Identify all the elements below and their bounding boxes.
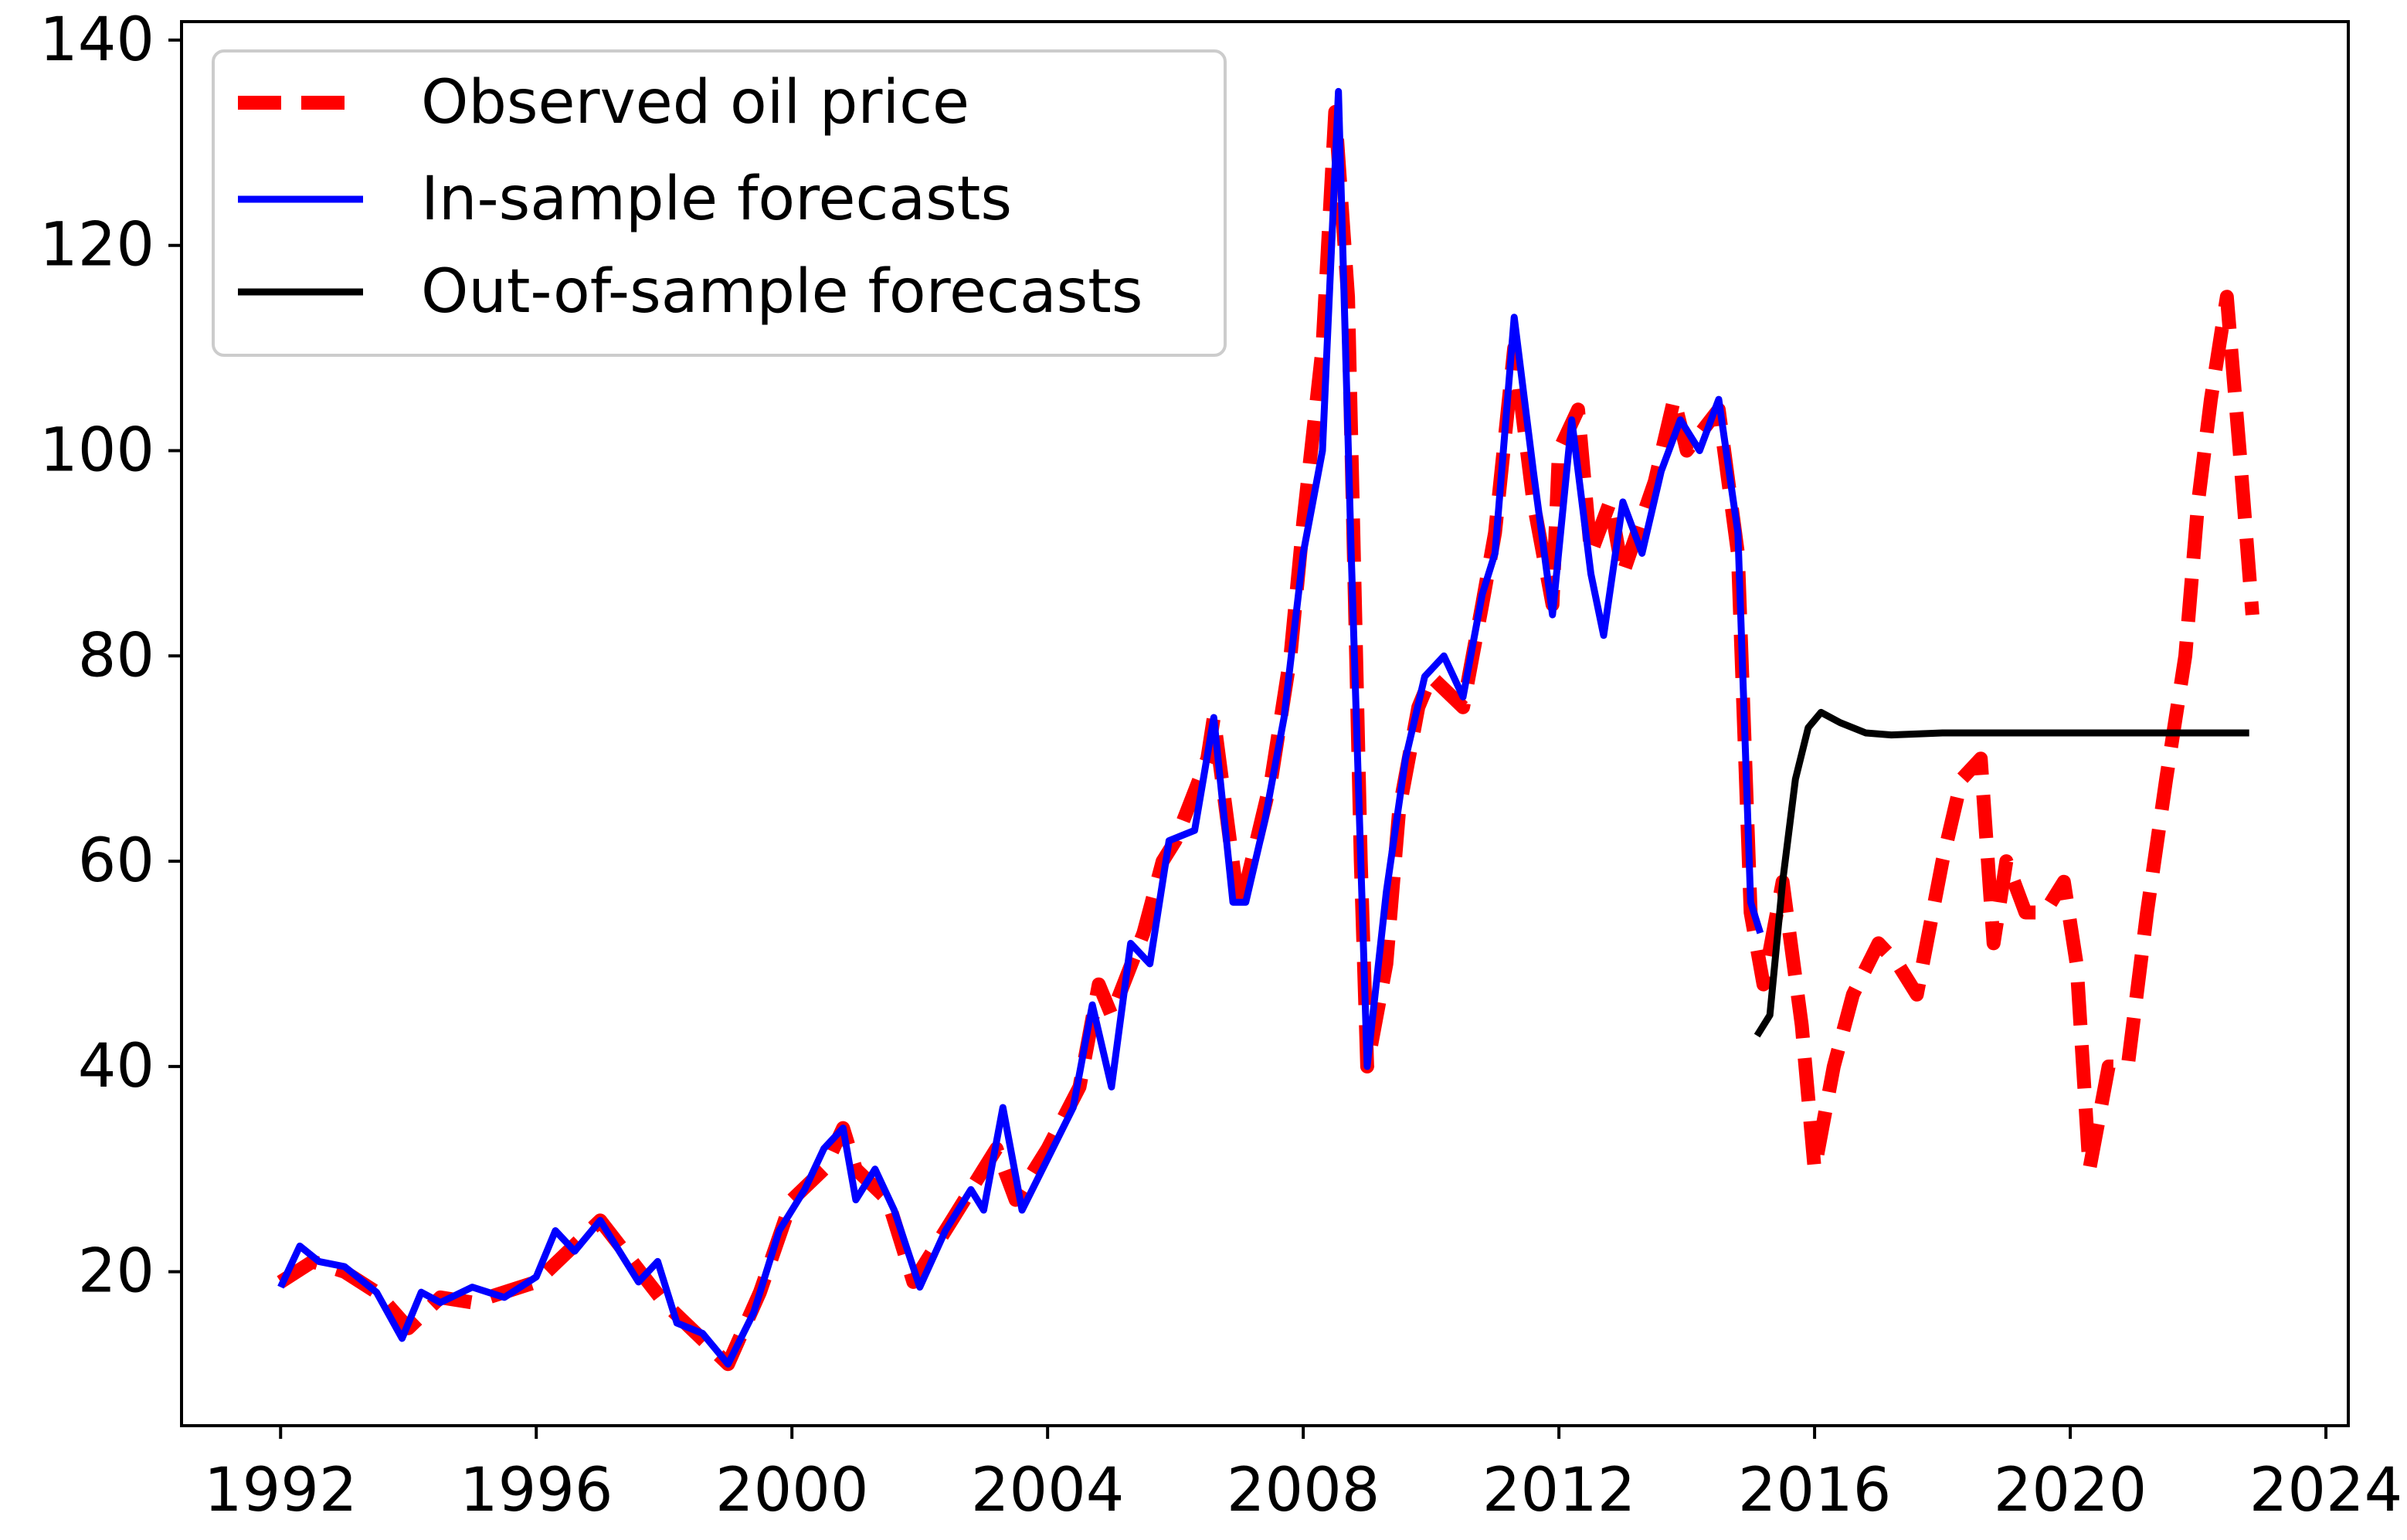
x-tick-label-1992: 1992 xyxy=(204,1456,358,1525)
x-tick-label-2012: 2012 xyxy=(1482,1456,1636,1525)
axes-frame xyxy=(180,20,2350,1427)
x-tick-layer: 1992 1996 2000 2004 2008 2012 2016 2020 2024 xyxy=(204,1426,2402,1525)
x-tick-label-2016: 2016 xyxy=(1738,1456,1892,1525)
y-tick-label-80: 80 xyxy=(78,621,154,690)
legend: Observed oil price In-sample forecasts O… xyxy=(212,49,1227,357)
x-tick-label-2020: 2020 xyxy=(1994,1456,2147,1525)
x-tick-label-2024: 2024 xyxy=(2249,1456,2403,1525)
y-tick-label-40: 40 xyxy=(78,1032,154,1101)
legend-label-observed: Observed oil price xyxy=(421,68,969,137)
y-tick-layer: 20 40 60 80 100 120 140 xyxy=(39,5,182,1307)
y-tick-label-120: 120 xyxy=(39,211,154,280)
x-tick-label-2008: 2008 xyxy=(1227,1456,1380,1525)
legend-label-out-of-sample: Out-of-sample forecasts xyxy=(421,257,1143,327)
x-tick-label-2000: 2000 xyxy=(715,1456,869,1525)
legend-label-in-sample: In-sample forecasts xyxy=(421,165,1012,234)
y-tick-label-140: 140 xyxy=(39,5,154,75)
y-tick-label-20: 20 xyxy=(78,1237,154,1307)
series-out-of-sample-forecasts xyxy=(1753,708,2249,1038)
x-tick-label-2004: 2004 xyxy=(971,1456,1125,1525)
series-in-sample-forecasts xyxy=(277,87,1764,1368)
legend-box xyxy=(212,49,1227,357)
x-tick-label-1996: 1996 xyxy=(460,1456,613,1525)
series-layer xyxy=(277,87,2259,1372)
y-tick-label-100: 100 xyxy=(39,416,154,486)
y-tick-label-60: 60 xyxy=(78,826,154,896)
